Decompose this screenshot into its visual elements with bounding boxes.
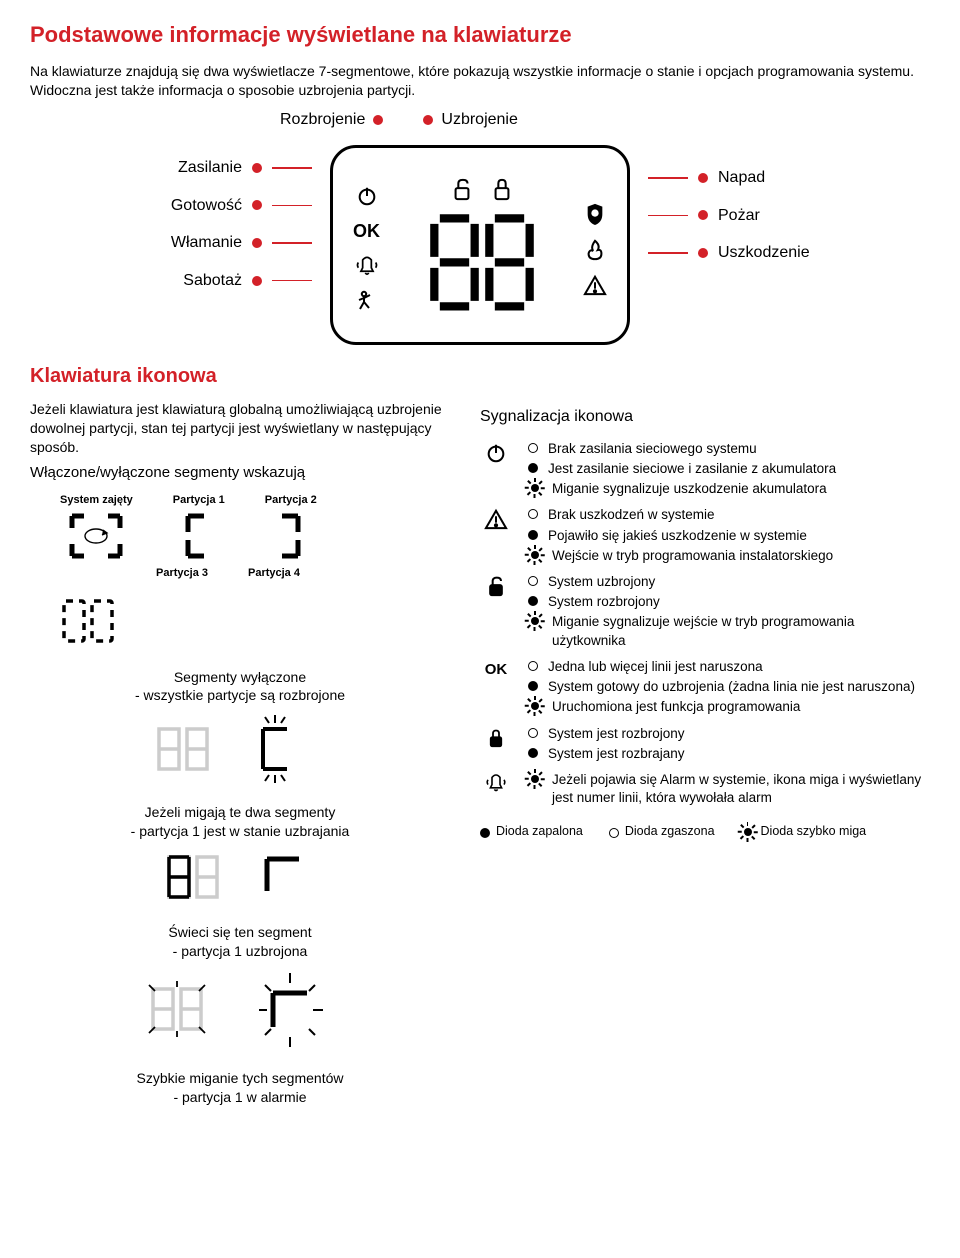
legend-off: Dioda zgaszona bbox=[625, 823, 715, 840]
arm-label: Uzbrojenie bbox=[441, 109, 517, 131]
ok-icon: OK bbox=[485, 660, 508, 680]
lock-icon bbox=[487, 727, 505, 749]
label-p1: Partycja 1 bbox=[173, 493, 225, 508]
label-p4: Partycja 4 bbox=[248, 566, 300, 581]
unlock-icon bbox=[451, 177, 473, 201]
label-fault: Uszkodzenie bbox=[718, 242, 810, 264]
bell-alarm-icon bbox=[484, 773, 508, 793]
keypad-diagram: Zasilanie Gotowość Włamanie Sabotaż OK bbox=[30, 145, 930, 345]
label-burglary: Włamanie bbox=[171, 232, 242, 254]
top-lock-labels: Rozbrojenie Uzbrojenie bbox=[280, 109, 930, 131]
digits-dim-icon bbox=[155, 723, 211, 775]
partition-rays-icon bbox=[245, 711, 325, 787]
sig-bell: Jeżeli pojawia się Alarm w systemie, iko… bbox=[480, 769, 930, 809]
digits-rays-icon bbox=[143, 979, 213, 1041]
blink-icon bbox=[741, 825, 755, 839]
red-dot-icon bbox=[373, 115, 383, 125]
panic-badge-icon bbox=[584, 202, 606, 226]
blink-icon bbox=[528, 481, 542, 495]
partition-big-rays-icon bbox=[247, 967, 337, 1053]
label-panic: Napad bbox=[718, 167, 765, 189]
partition-grid: System zajęty Partycja 1 bbox=[60, 493, 450, 652]
state-arming: Jeżeli migają te dwa segmenty- partycja … bbox=[30, 803, 450, 907]
state-disarmed: Segmenty wyłączone- wszystkie partycje s… bbox=[30, 668, 450, 788]
unlock-icon bbox=[486, 575, 506, 597]
state-armed: Świeci się ten segment- partycja 1 uzbro… bbox=[30, 923, 450, 1053]
section-heading-keyboard: Klawiatura ikonowa bbox=[30, 363, 930, 390]
blink-icon bbox=[528, 548, 542, 562]
sig-lock: System jest rozbrojony System jest rozbr… bbox=[480, 723, 930, 765]
p1-segment-icon bbox=[184, 512, 214, 560]
label-ready: Gotowość bbox=[171, 195, 242, 217]
legend-on: Dioda zapalona bbox=[496, 823, 583, 840]
fire-icon bbox=[584, 238, 606, 262]
page-title: Podstawowe informacje wyświetlane na kla… bbox=[30, 20, 930, 50]
partition-lit-icon bbox=[255, 847, 315, 907]
digits-partial-icon bbox=[165, 851, 221, 903]
label-p2: Partycja 2 bbox=[265, 493, 317, 508]
seven-segment-88 bbox=[427, 211, 537, 321]
small-88-outline-icon bbox=[60, 595, 116, 647]
warning-triangle-icon bbox=[484, 508, 508, 530]
label-system-busy: System zajęty bbox=[60, 493, 133, 508]
section-paragraph: Jeżeli klawiatura jest klawiaturą global… bbox=[30, 400, 450, 457]
segments-heading: Włączone/wyłączone segmenty wskazują bbox=[30, 463, 450, 483]
label-sabotage: Sabotaż bbox=[183, 270, 242, 292]
legend: Dioda zapalona Dioda zgaszona Dioda szyb… bbox=[480, 823, 930, 840]
label-fire: Pożar bbox=[718, 205, 760, 227]
tamper-icon bbox=[355, 289, 379, 313]
ok-icon: OK bbox=[353, 219, 380, 243]
red-dot-icon bbox=[423, 115, 433, 125]
state-alarm: Szybkie miganie tych segmentów- partycja… bbox=[30, 1069, 450, 1107]
warning-triangle-icon bbox=[583, 274, 607, 296]
signal-heading: Sygnalizacja ikonowa bbox=[480, 406, 930, 428]
sig-ok: OK Jedna lub więcej linii jest naruszona… bbox=[480, 656, 930, 719]
label-p3: Partycja 3 bbox=[156, 566, 208, 581]
label-power: Zasilanie bbox=[178, 157, 242, 179]
display-panel: OK bbox=[330, 145, 630, 345]
sig-unlock: System uzbrojony System rozbrojony Migan… bbox=[480, 571, 930, 652]
blink-icon bbox=[528, 772, 542, 786]
power-icon bbox=[356, 185, 378, 207]
blink-icon bbox=[528, 699, 542, 713]
sig-fault: Brak uszkodzeń w systemie Pojawiło się j… bbox=[480, 504, 930, 567]
busy-segments-icon bbox=[68, 512, 124, 560]
disarm-label: Rozbrojenie bbox=[280, 109, 365, 131]
intro-paragraph: Na klawiaturze znajdują się dwa wyświetl… bbox=[30, 62, 930, 100]
power-icon bbox=[485, 442, 507, 464]
bell-alarm-icon bbox=[354, 255, 380, 277]
legend-blink: Dioda szybko miga bbox=[761, 823, 867, 840]
lock-icon bbox=[491, 177, 513, 201]
sig-power: Brak zasilania sieciowego systemu Jest z… bbox=[480, 438, 930, 501]
blink-icon bbox=[528, 614, 542, 628]
p2-segment-icon bbox=[276, 512, 306, 560]
